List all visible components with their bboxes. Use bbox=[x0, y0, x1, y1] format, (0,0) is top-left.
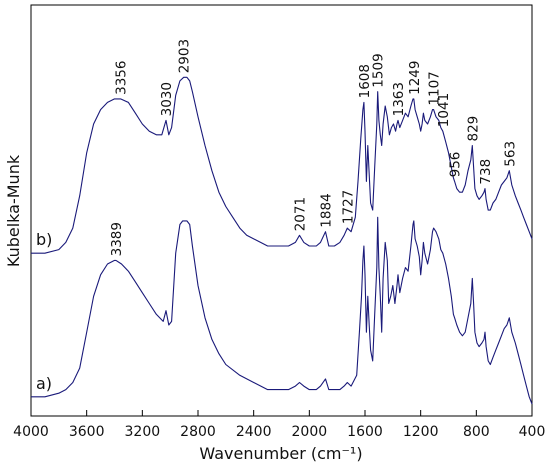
x-tick-label: 2400 bbox=[236, 424, 272, 440]
series-layer bbox=[31, 76, 533, 405]
peak-label: 2071 bbox=[293, 197, 309, 231]
x-tick-label: 2000 bbox=[292, 424, 328, 440]
x-axis-title: Wavenumber (cm⁻¹) bbox=[199, 444, 362, 463]
x-tick-label: 2800 bbox=[180, 424, 216, 440]
peak-label: 1727 bbox=[340, 190, 356, 224]
peak-label: 563 bbox=[502, 141, 518, 167]
peak-label: 1107 bbox=[427, 71, 443, 105]
x-tick-label: 1600 bbox=[347, 424, 383, 440]
peak-label: 2903 bbox=[177, 39, 193, 73]
x-tick-label: 4000 bbox=[13, 424, 49, 440]
x-tick-label: 800 bbox=[463, 424, 490, 440]
peak-label: 3030 bbox=[159, 82, 175, 116]
peak-label: 1041 bbox=[436, 93, 452, 127]
series-line-0 bbox=[31, 216, 533, 405]
peak-label: 829 bbox=[465, 116, 481, 142]
peak-label: 956 bbox=[448, 152, 464, 178]
x-axis-ticks: 4000 3600 3200 2800 2400 2000 1600 1200 800 400 bbox=[13, 410, 545, 440]
trace-label: a) bbox=[36, 374, 52, 393]
peak-label: 1608 bbox=[357, 64, 373, 98]
peak-label: 1884 bbox=[319, 193, 335, 227]
trace-label: b) bbox=[36, 230, 52, 249]
peak-label: 3356 bbox=[114, 61, 130, 95]
peak-label: 1249 bbox=[407, 61, 423, 95]
peak-label: 1363 bbox=[391, 82, 407, 116]
x-tick-label: 1200 bbox=[403, 424, 439, 440]
x-tick-label: 3600 bbox=[69, 424, 105, 440]
plot-frame bbox=[30, 4, 533, 417]
series-line-1 bbox=[31, 76, 533, 254]
x-tick-label: 3200 bbox=[125, 424, 161, 440]
peak-label: 738 bbox=[478, 159, 494, 185]
trace-labels: a) b) bbox=[36, 230, 52, 393]
y-axis-title: Kubelka-Munk bbox=[4, 154, 23, 267]
x-tick-label: 400 bbox=[519, 424, 546, 440]
peak-label: 1509 bbox=[371, 53, 387, 87]
peak-label: 3389 bbox=[109, 222, 125, 256]
